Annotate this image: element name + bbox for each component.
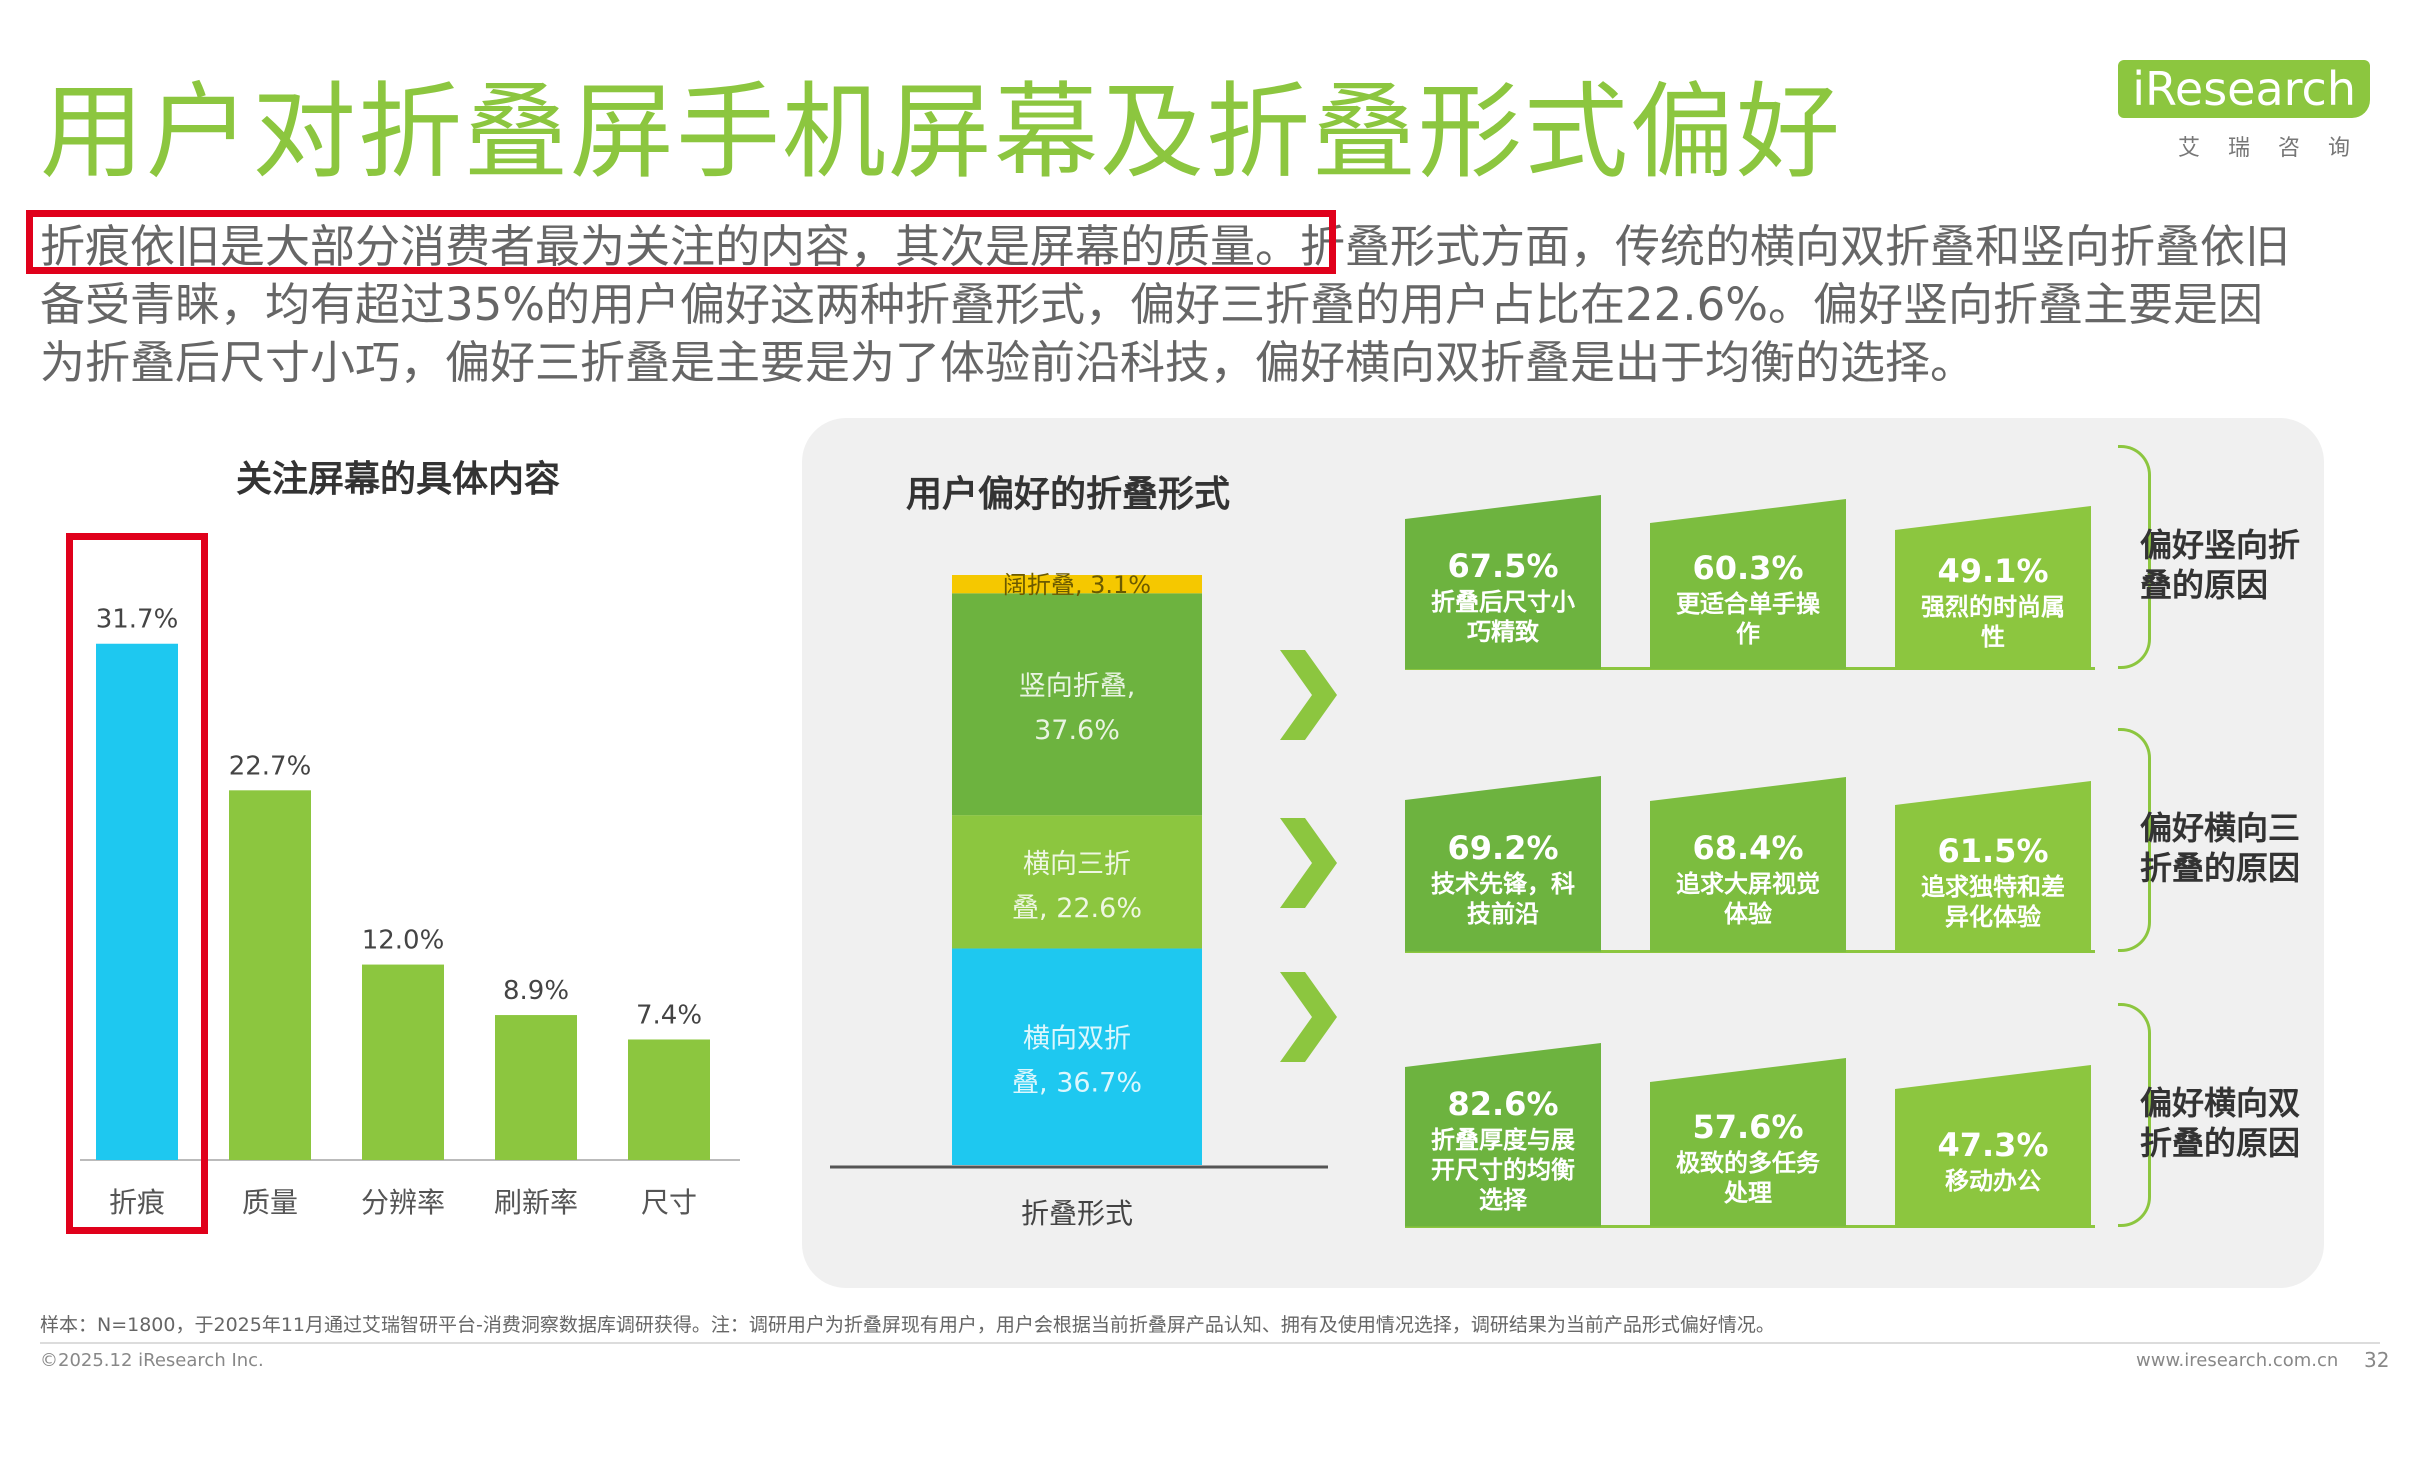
reason-text: 追求大屏视觉 xyxy=(1676,870,1820,899)
bar-5 xyxy=(628,1039,710,1160)
reason-value: 49.1% xyxy=(1937,552,2049,591)
reason-bar-2-3 xyxy=(1895,781,2091,952)
segment-label: 37.6% xyxy=(1034,715,1120,746)
bar-value-label: 8.9% xyxy=(503,976,569,1006)
chevron-right-icon xyxy=(1280,972,1337,1062)
copyright: ©2025.12 iResearch Inc. xyxy=(40,1350,264,1371)
reason-text: 开尺寸的均衡 xyxy=(1431,1156,1575,1185)
screen-concern-bar-chart: 31.7% 折痕 22.7% 质量 12.0% 分辨率 8.9% 刷新率 7.4% 尺寸 xyxy=(80,605,740,1219)
logo-subtitle: 艾瑞咨询 xyxy=(2177,136,2378,161)
segment-label: 横向双折 xyxy=(1023,1024,1131,1055)
reason-text: 性 xyxy=(1981,623,2005,652)
chevron-right-icon xyxy=(1280,650,1337,740)
reason-text: 巧精致 xyxy=(1467,617,1539,646)
bar-value-label: 31.7% xyxy=(96,605,179,635)
reason-value: 69.2% xyxy=(1447,829,1559,868)
stack-segment-4 xyxy=(952,575,1202,594)
reason-text: 追求独特和差 xyxy=(1921,872,2065,901)
reason-text: 折叠后尺寸小 xyxy=(1431,587,1575,616)
reason-bar-3-2 xyxy=(1650,1058,1846,1227)
category-label: 分辨率 xyxy=(361,1186,445,1219)
category-label: 折痕 xyxy=(109,1186,165,1219)
reason-group-label: 偏好竖向折 叠的原因 xyxy=(2140,526,2301,604)
summary-rest-text: 折叠形式方面，传统的横向双折叠和竖向折叠依旧备受青睐，均有超过35%的用户偏好这… xyxy=(40,220,2291,389)
segment-label: 叠, 36.7% xyxy=(1012,1068,1142,1099)
segment-label: 竖向折叠, xyxy=(1019,671,1136,702)
stack-segment-2 xyxy=(952,815,1202,949)
reason-bar-1-3 xyxy=(1895,505,2091,669)
reason-value: 57.6% xyxy=(1692,1107,1804,1146)
reason-bar-1-1 xyxy=(1405,494,1601,669)
reason-text: 作 xyxy=(1736,619,1760,648)
category-label: 尺寸 xyxy=(641,1186,697,1219)
segment-label: 横向三折 xyxy=(1023,849,1131,880)
reason-value: 47.3% xyxy=(1937,1125,2049,1164)
logo-brand: iResearch xyxy=(2118,60,2370,118)
bar-3 xyxy=(362,964,444,1160)
reason-text: 移动办公 xyxy=(1945,1166,2041,1195)
reason-text: 体验 xyxy=(1724,900,1772,929)
page-number: 32 xyxy=(2364,1348,2390,1372)
summary-highlight-box xyxy=(26,210,1336,274)
reason-text: 强烈的时尚属 xyxy=(1921,593,2065,622)
stack-segment-3 xyxy=(952,593,1202,816)
reason-group-label: 偏好横向双 折叠的原因 xyxy=(2140,1084,2301,1162)
reason-bar-2-2 xyxy=(1650,776,1846,952)
footer-divider xyxy=(40,1342,2380,1344)
page-title: 用户对折叠屏手机屏幕及折叠形式偏好 xyxy=(40,71,1843,193)
reason-text: 技前沿 xyxy=(1467,900,1539,929)
reason-text: 折叠厚度与展 xyxy=(1431,1126,1575,1155)
bar-value-label: 12.0% xyxy=(362,926,445,956)
segment-label: 阔折叠, 3.1% xyxy=(1003,571,1151,599)
chevron-right-icon xyxy=(1280,818,1337,908)
reason-bar-3-1 xyxy=(1405,1043,1601,1227)
reason-text: 处理 xyxy=(1724,1178,1772,1207)
reason-text: 异化体验 xyxy=(1945,902,2041,931)
reason-group-label: 偏好横向三 折叠的原因 xyxy=(2140,809,2301,887)
iresearch-logo: iResearch 艾瑞咨询 xyxy=(2118,60,2378,161)
reason-bar-3-3 xyxy=(1895,1064,2091,1227)
reason-text: 技术先锋，科 xyxy=(1431,870,1575,899)
sample-note: 样本：N=1800，于2025年11月通过艾瑞智研平台-消费洞察数据库调研获得。… xyxy=(40,1314,1775,1336)
reason-text: 极致的多任务 xyxy=(1676,1148,1820,1177)
bar-value-label: 7.4% xyxy=(636,1000,702,1030)
screen-concern-chart-title: 关注屏幕的具体内容 xyxy=(236,459,561,500)
bar-value-label: 22.7% xyxy=(229,751,312,781)
crease-bar-highlight-box xyxy=(66,533,208,1234)
summary-highlight-text: 折痕依旧是大部分消费者最为关注的内容，其次是屏幕的质量。 xyxy=(40,220,1301,273)
website-url: www.iresearch.com.cn xyxy=(2136,1350,2339,1371)
category-label: 质量 xyxy=(242,1186,298,1219)
reason-text: 更适合单手操 xyxy=(1676,589,1820,618)
reason-value: 60.3% xyxy=(1692,548,1804,587)
reason-value: 61.5% xyxy=(1937,831,2049,870)
fold-preference-chart-title: 用户偏好的折叠形式 xyxy=(906,474,1231,515)
reason-text: 选择 xyxy=(1479,1186,1527,1215)
segment-label: 叠, 22.6% xyxy=(1012,893,1142,924)
reason-value: 82.6% xyxy=(1447,1085,1559,1124)
stack-x-label: 折叠形式 xyxy=(1021,1197,1133,1230)
reason-bar-2-1 xyxy=(1405,776,1601,952)
category-label: 刷新率 xyxy=(494,1186,578,1219)
reason-value: 68.4% xyxy=(1692,829,1804,868)
bar-1 xyxy=(96,643,178,1160)
stack-segment-1 xyxy=(952,948,1202,1165)
reason-value: 67.5% xyxy=(1447,546,1559,585)
summary-paragraph: 折痕依旧是大部分消费者最为关注的内容，其次是屏幕的质量。折叠形式方面，传统的横向… xyxy=(40,218,2300,392)
bar-2 xyxy=(229,790,311,1160)
bar-4 xyxy=(495,1015,577,1160)
reason-bar-1-2 xyxy=(1650,498,1846,669)
